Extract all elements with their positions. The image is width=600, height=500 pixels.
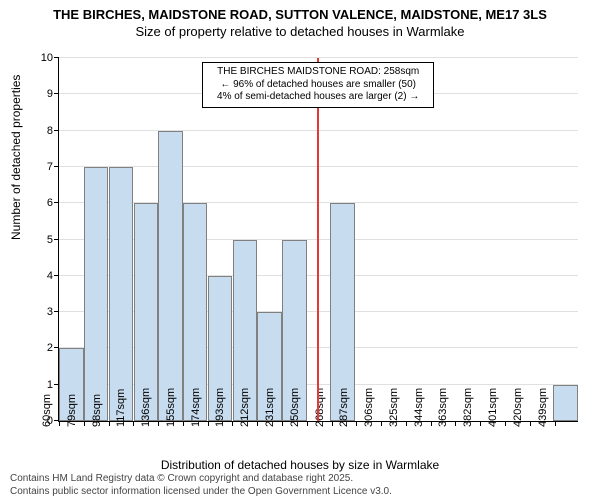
- x-tick-label: 193sqm: [214, 388, 226, 427]
- x-tick-label: 60sqm: [41, 394, 53, 427]
- reference-line: [317, 58, 319, 421]
- y-tick-label: 2: [47, 342, 53, 354]
- y-tick-label: 8: [47, 125, 53, 137]
- x-tick-label: 306sqm: [363, 388, 375, 427]
- y-tick-mark: [54, 130, 59, 131]
- y-tick-mark: [54, 239, 59, 240]
- x-tick-mark: [232, 421, 233, 426]
- x-tick-mark: [356, 421, 357, 426]
- x-tick-mark: [332, 421, 333, 426]
- y-tick-mark: [54, 311, 59, 312]
- x-tick-mark: [431, 421, 432, 426]
- x-axis-label: Distribution of detached houses by size …: [0, 458, 600, 472]
- histogram-bar: [109, 167, 133, 421]
- x-tick-label: 98sqm: [91, 394, 103, 427]
- x-tick-label: 250sqm: [289, 388, 301, 427]
- x-tick-label: 268sqm: [314, 388, 326, 427]
- chart-title: THE BIRCHES, MAIDSTONE ROAD, SUTTON VALE…: [0, 0, 600, 24]
- plot-area: THE BIRCHES MAIDSTONE ROAD: 258sqm ← 96%…: [58, 58, 578, 422]
- reference-annotation: THE BIRCHES MAIDSTONE ROAD: 258sqm ← 96%…: [202, 62, 434, 108]
- y-tick-mark: [54, 275, 59, 276]
- x-tick-mark: [59, 421, 60, 426]
- x-tick-mark: [257, 421, 258, 426]
- x-tick-label: 174sqm: [190, 388, 202, 427]
- histogram-bar: [158, 131, 182, 421]
- x-tick-mark: [480, 421, 481, 426]
- y-tick-label: 1: [47, 379, 53, 391]
- y-tick-mark: [54, 202, 59, 203]
- chart-subtitle: Size of property relative to detached ho…: [0, 24, 600, 39]
- y-tick-label: 10: [41, 52, 53, 64]
- footer-attribution: Contains HM Land Registry data © Crown c…: [10, 473, 392, 498]
- annotation-line-3: 4% of semi-detached houses are larger (2…: [208, 91, 428, 104]
- y-tick-mark: [54, 166, 59, 167]
- x-tick-mark: [183, 421, 184, 426]
- x-tick-label: 344sqm: [413, 388, 425, 427]
- y-axis-label: Number of detached properties: [9, 75, 23, 240]
- x-tick-mark: [208, 421, 209, 426]
- x-tick-label: 401sqm: [487, 388, 499, 427]
- y-tick-mark: [54, 57, 59, 58]
- x-tick-label: 287sqm: [338, 388, 350, 427]
- y-tick-mark: [54, 93, 59, 94]
- y-tick-label: 5: [47, 234, 53, 246]
- x-tick-label: 231sqm: [264, 388, 276, 427]
- y-tick-label: 9: [47, 88, 53, 100]
- x-tick-label: 325sqm: [388, 388, 400, 427]
- x-tick-label: 155sqm: [165, 388, 177, 427]
- x-tick-mark: [406, 421, 407, 426]
- x-tick-label: 382sqm: [462, 388, 474, 427]
- x-tick-mark: [84, 421, 85, 426]
- x-tick-label: 79sqm: [66, 394, 78, 427]
- x-tick-mark: [455, 421, 456, 426]
- x-tick-label: 136sqm: [140, 388, 152, 427]
- x-tick-mark: [307, 421, 308, 426]
- x-tick-mark: [555, 421, 556, 426]
- x-tick-mark: [133, 421, 134, 426]
- x-tick-label: 439sqm: [537, 388, 549, 427]
- footer-line-1: Contains HM Land Registry data © Crown c…: [10, 473, 392, 486]
- x-tick-label: 117sqm: [115, 389, 127, 427]
- x-tick-mark: [109, 421, 110, 426]
- x-tick-label: 363sqm: [437, 388, 449, 427]
- histogram-bar: [84, 167, 108, 421]
- annotation-line-1: THE BIRCHES MAIDSTONE ROAD: 258sqm: [208, 66, 428, 79]
- x-tick-mark: [158, 421, 159, 426]
- x-tick-label: 420sqm: [512, 388, 524, 427]
- annotation-line-2: ← 96% of detached houses are smaller (50…: [208, 79, 428, 92]
- y-tick-label: 6: [47, 197, 53, 209]
- x-tick-mark: [505, 421, 506, 426]
- histogram-bar: [553, 385, 577, 421]
- x-tick-label: 212sqm: [239, 388, 251, 427]
- y-tick-label: 7: [47, 161, 53, 173]
- x-tick-mark: [381, 421, 382, 426]
- y-tick-label: 4: [47, 270, 53, 282]
- footer-line-2: Contains public sector information licen…: [10, 486, 392, 499]
- y-tick-label: 3: [47, 306, 53, 318]
- x-tick-mark: [530, 421, 531, 426]
- x-tick-mark: [282, 421, 283, 426]
